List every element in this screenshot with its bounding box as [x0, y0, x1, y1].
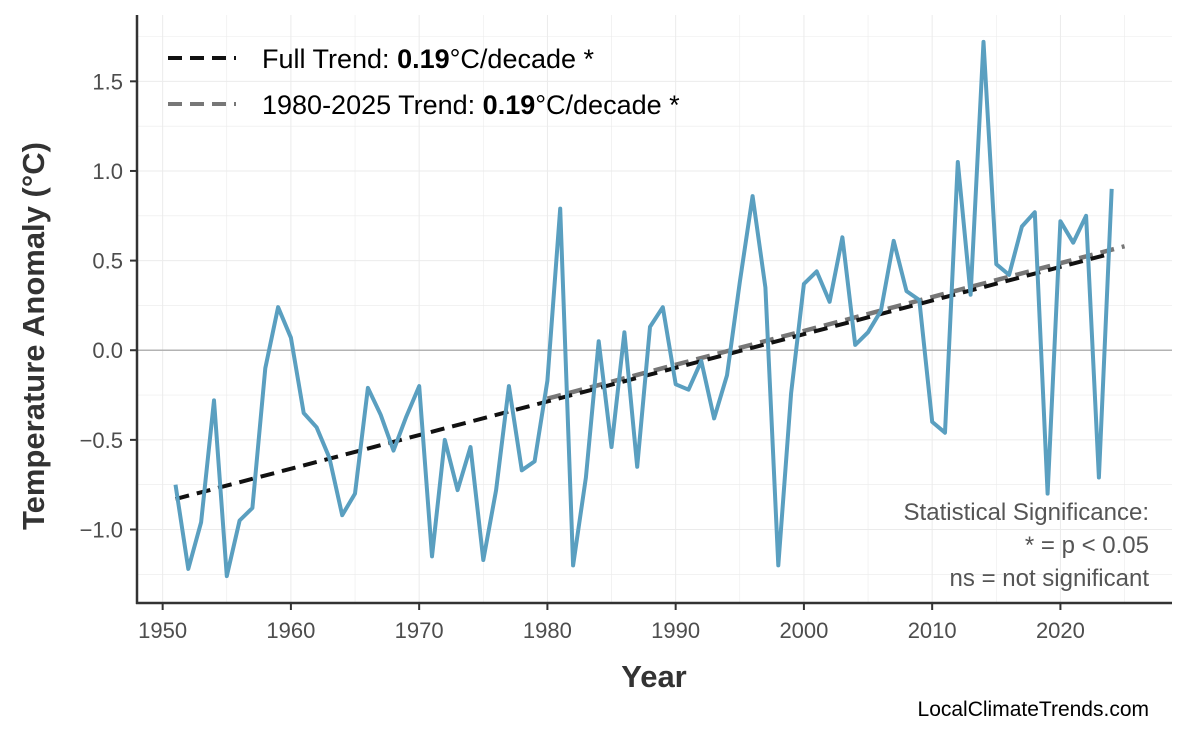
note-line: ns = not significant	[950, 565, 1150, 592]
full-trend-line	[174, 251, 1113, 501]
note-line: Statistical Significance:	[904, 499, 1149, 526]
y-tick-label: 1.0	[92, 159, 123, 184]
trend-lines	[174, 244, 1126, 501]
legend-label-full-trend: Full Trend: 0.19°C/decade *	[262, 44, 595, 74]
legend-label-recent-trend: 1980-2025 Trend: 0.19°C/decade *	[262, 90, 680, 120]
x-tick-label: 2020	[1036, 618, 1085, 643]
y-tick-labels: −1.0 −0.5 0.0 0.5 1.0 1.5	[80, 69, 123, 542]
x-tick-label: 2010	[908, 618, 957, 643]
x-tick-label: 2000	[779, 618, 828, 643]
x-tick-labels: 1950 1960 1970 1980 1990 2000 2010 2020	[138, 618, 1085, 643]
significance-note: Statistical Significance: * = p < 0.05 n…	[904, 499, 1150, 592]
recent-trend-line	[546, 244, 1126, 401]
legend: Full Trend: 0.19°C/decade * 1980-2025 Tr…	[168, 44, 680, 120]
y-tick-label: 1.5	[92, 69, 123, 94]
y-axis-title: Temperature Anomaly (°C)	[16, 142, 51, 530]
x-tick-label: 1970	[395, 618, 444, 643]
x-tick-label: 1980	[523, 618, 572, 643]
temperature-series-line	[173, 39, 1114, 579]
x-axis-title: Year	[621, 659, 687, 694]
watermark: LocalClimateTrends.com	[918, 698, 1149, 721]
x-tick-label: 1950	[138, 618, 187, 643]
series	[173, 39, 1114, 579]
y-tick-label: 0.0	[92, 338, 123, 363]
note-line: * = p < 0.05	[1025, 532, 1149, 559]
y-tick-label: 0.5	[92, 249, 123, 274]
x-tick-label: 1960	[266, 618, 315, 643]
y-tick-label: −1.0	[80, 518, 123, 543]
x-tick-label: 1990	[651, 618, 700, 643]
y-tick-label: −0.5	[80, 428, 123, 453]
axes	[130, 15, 1172, 610]
